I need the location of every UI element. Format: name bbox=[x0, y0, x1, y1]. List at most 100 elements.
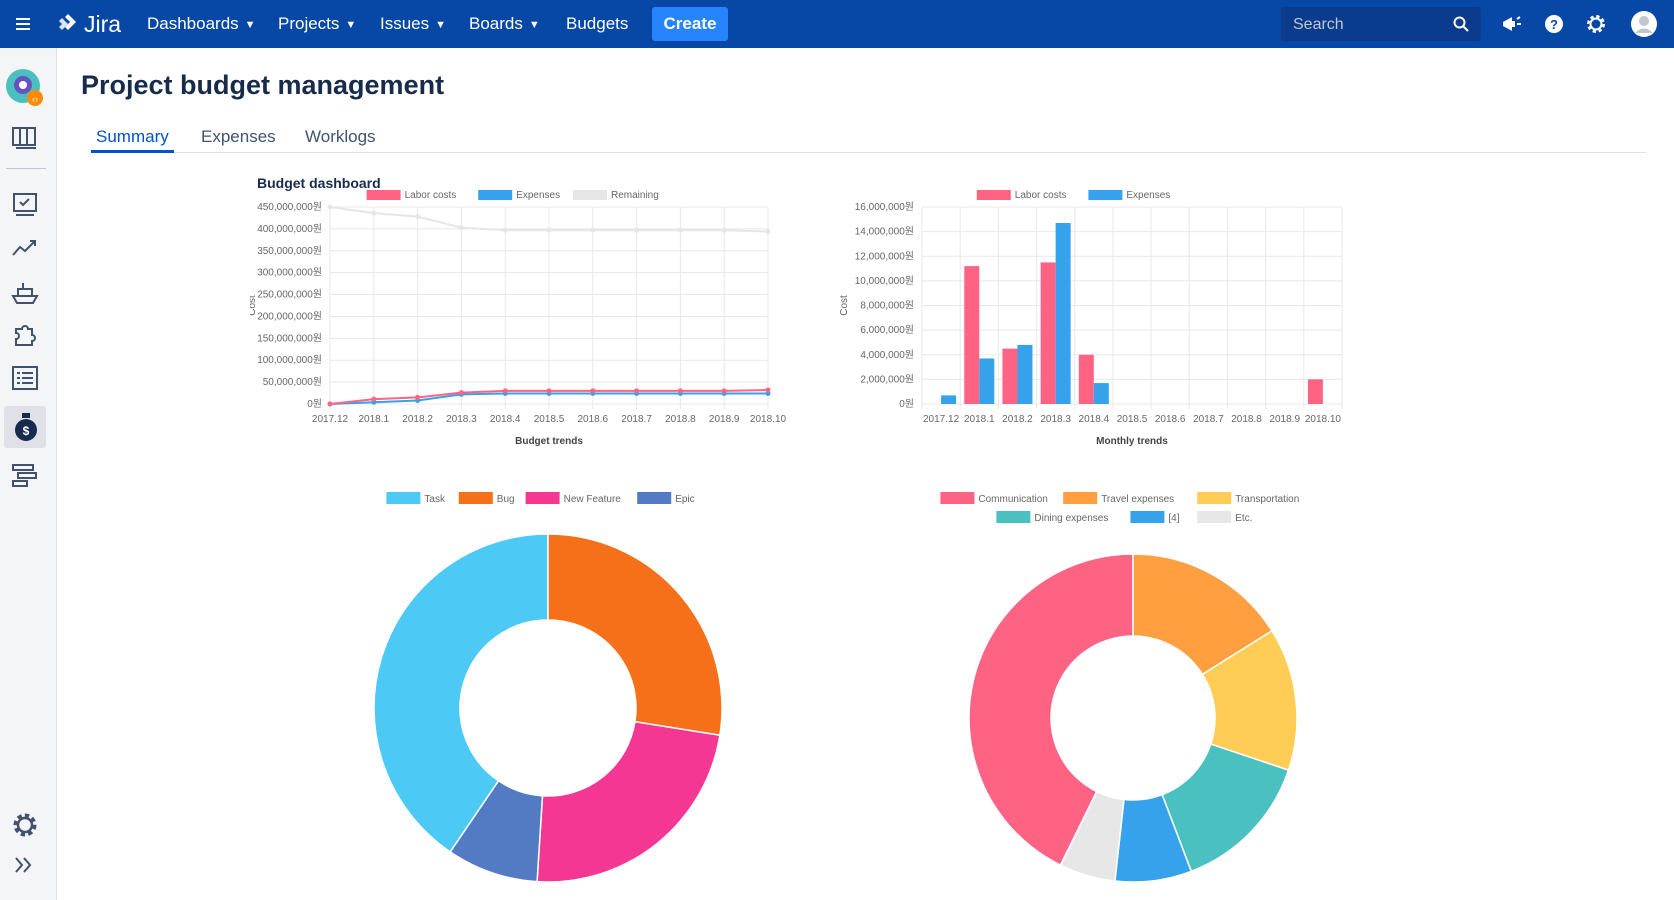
x-tick-label: 2018.7 bbox=[621, 414, 652, 425]
notifications-icon[interactable] bbox=[1500, 13, 1522, 35]
data-point bbox=[415, 214, 421, 220]
x-tick-label: 2018.6 bbox=[1155, 414, 1186, 425]
chevron-down-icon: ▼ bbox=[528, 19, 540, 31]
legend-label: New Feature bbox=[564, 494, 622, 505]
y-tick-label: 400,000,000원 bbox=[257, 223, 322, 235]
y-tick-label: 50,000,000원 bbox=[263, 376, 322, 388]
sidebar-item-budget-active[interactable]: $ bbox=[4, 406, 46, 448]
svg-text:$: $ bbox=[23, 424, 30, 438]
data-point bbox=[721, 227, 727, 233]
legend-swatch bbox=[366, 190, 401, 200]
y-axis-label: Cost bbox=[839, 295, 850, 316]
list-icon[interactable] bbox=[10, 363, 40, 393]
legend-label: Epic bbox=[675, 494, 694, 505]
legend-swatch bbox=[637, 492, 672, 504]
data-point bbox=[502, 227, 508, 233]
user-avatar[interactable] bbox=[1630, 10, 1658, 38]
x-tick-label: 2018.4 bbox=[1079, 414, 1110, 425]
nav-issues[interactable]: Issues ▼ bbox=[380, 0, 446, 48]
board-icon[interactable] bbox=[10, 123, 40, 153]
checklist-icon[interactable] bbox=[10, 190, 40, 220]
tabs-divider bbox=[91, 152, 1646, 153]
bar bbox=[941, 395, 957, 404]
tab-summary[interactable]: Summary bbox=[96, 127, 169, 146]
legend-label: Expenses bbox=[516, 190, 560, 201]
legend-label: Dining expenses bbox=[1034, 513, 1108, 524]
nav-projects[interactable]: Projects ▼ bbox=[278, 0, 356, 48]
settings-icon[interactable] bbox=[10, 810, 40, 840]
settings-icon[interactable] bbox=[1585, 13, 1607, 35]
tab-expenses[interactable]: Expenses bbox=[201, 127, 276, 146]
dashboard-title: Budget dashboard bbox=[257, 175, 381, 191]
data-point bbox=[590, 227, 596, 233]
create-button[interactable]: Create bbox=[652, 7, 728, 41]
puzzle-icon[interactable] bbox=[10, 321, 40, 351]
bar bbox=[1017, 344, 1033, 404]
x-tick-label: 2017.12 bbox=[923, 414, 960, 425]
help-icon[interactable]: ? bbox=[1543, 13, 1565, 35]
x-tick-label: 2018.1 bbox=[964, 414, 995, 425]
x-tick-label: 2018.10 bbox=[1305, 414, 1342, 425]
budget-money-icon: $ bbox=[12, 412, 40, 442]
legend-label: Etc. bbox=[1235, 513, 1252, 524]
bar bbox=[1307, 379, 1323, 404]
nav-boards[interactable]: Boards ▼ bbox=[469, 0, 540, 48]
y-tick-label: 2,000,000원 bbox=[860, 373, 914, 385]
project-avatar-icon[interactable]: ‹› bbox=[5, 68, 45, 108]
roadmap-icon[interactable] bbox=[10, 460, 40, 490]
y-tick-label: 100,000,000원 bbox=[257, 354, 322, 366]
sidebar-divider bbox=[6, 168, 46, 169]
search-box bbox=[1281, 7, 1481, 43]
nav-boards-label: Boards bbox=[469, 14, 523, 33]
hamburger-icon[interactable] bbox=[14, 14, 34, 34]
data-point bbox=[458, 225, 464, 231]
data-point bbox=[415, 394, 421, 400]
y-tick-label: 450,000,000원 bbox=[257, 201, 322, 213]
data-point bbox=[765, 387, 771, 393]
tab-worklogs[interactable]: Worklogs bbox=[305, 127, 376, 146]
pie-slice bbox=[373, 533, 549, 853]
pie-slice bbox=[536, 720, 721, 883]
legend-swatch bbox=[976, 190, 1011, 200]
trend-icon[interactable] bbox=[10, 234, 40, 264]
svg-text:?: ? bbox=[1550, 17, 1558, 32]
legend-label: Travel expenses bbox=[1101, 494, 1174, 505]
pie-slice bbox=[1132, 553, 1273, 676]
legend-swatch bbox=[940, 492, 975, 504]
expenses-by-type-chart: Communication Travel expenses Transportati… bbox=[940, 492, 1299, 883]
legend-label: [4] bbox=[1168, 513, 1179, 524]
data-point bbox=[371, 396, 377, 402]
y-tick-label: 300,000,000원 bbox=[257, 267, 322, 279]
nav-budgets[interactable]: Budgets bbox=[566, 0, 628, 48]
legend-label: Labor costs bbox=[405, 190, 457, 201]
search-icon[interactable] bbox=[1453, 16, 1469, 32]
legend-label: Bug bbox=[497, 494, 515, 505]
expand-icon[interactable] bbox=[10, 850, 40, 880]
nav-dashboards[interactable]: Dashboards ▼ bbox=[147, 0, 256, 48]
pie-slice bbox=[1059, 790, 1125, 882]
svg-text:‹›: ‹› bbox=[32, 94, 38, 104]
y-tick-label: 10,000,000원 bbox=[855, 275, 914, 287]
chevron-down-icon: ▼ bbox=[244, 19, 256, 31]
data-point bbox=[634, 227, 640, 233]
data-point bbox=[721, 388, 727, 394]
legend-swatch bbox=[478, 190, 513, 200]
chevron-down-icon: ▼ bbox=[345, 19, 357, 31]
data-point bbox=[546, 388, 552, 394]
y-tick-label: 8,000,000원 bbox=[860, 300, 914, 312]
budget-trends-chart: Labor costs Expenses Remaining 0원 50,000,000… bbox=[250, 190, 787, 447]
data-point bbox=[546, 227, 552, 233]
project-sidebar: ‹› $ bbox=[0, 48, 57, 900]
x-tick-label: 2018.1 bbox=[359, 414, 390, 425]
y-tick-label: 16,000,000원 bbox=[855, 201, 914, 213]
nav-budgets-label: Budgets bbox=[566, 14, 629, 33]
bar bbox=[964, 266, 980, 404]
bar bbox=[1078, 354, 1094, 404]
jira-logo-text: Jira bbox=[84, 11, 122, 37]
chevron-down-icon: ▼ bbox=[435, 19, 447, 31]
data-point bbox=[327, 204, 333, 210]
x-tick-label: 2018.8 bbox=[665, 414, 696, 425]
search-input[interactable] bbox=[1281, 7, 1460, 43]
ship-icon[interactable] bbox=[10, 278, 40, 308]
data-point bbox=[590, 388, 596, 394]
